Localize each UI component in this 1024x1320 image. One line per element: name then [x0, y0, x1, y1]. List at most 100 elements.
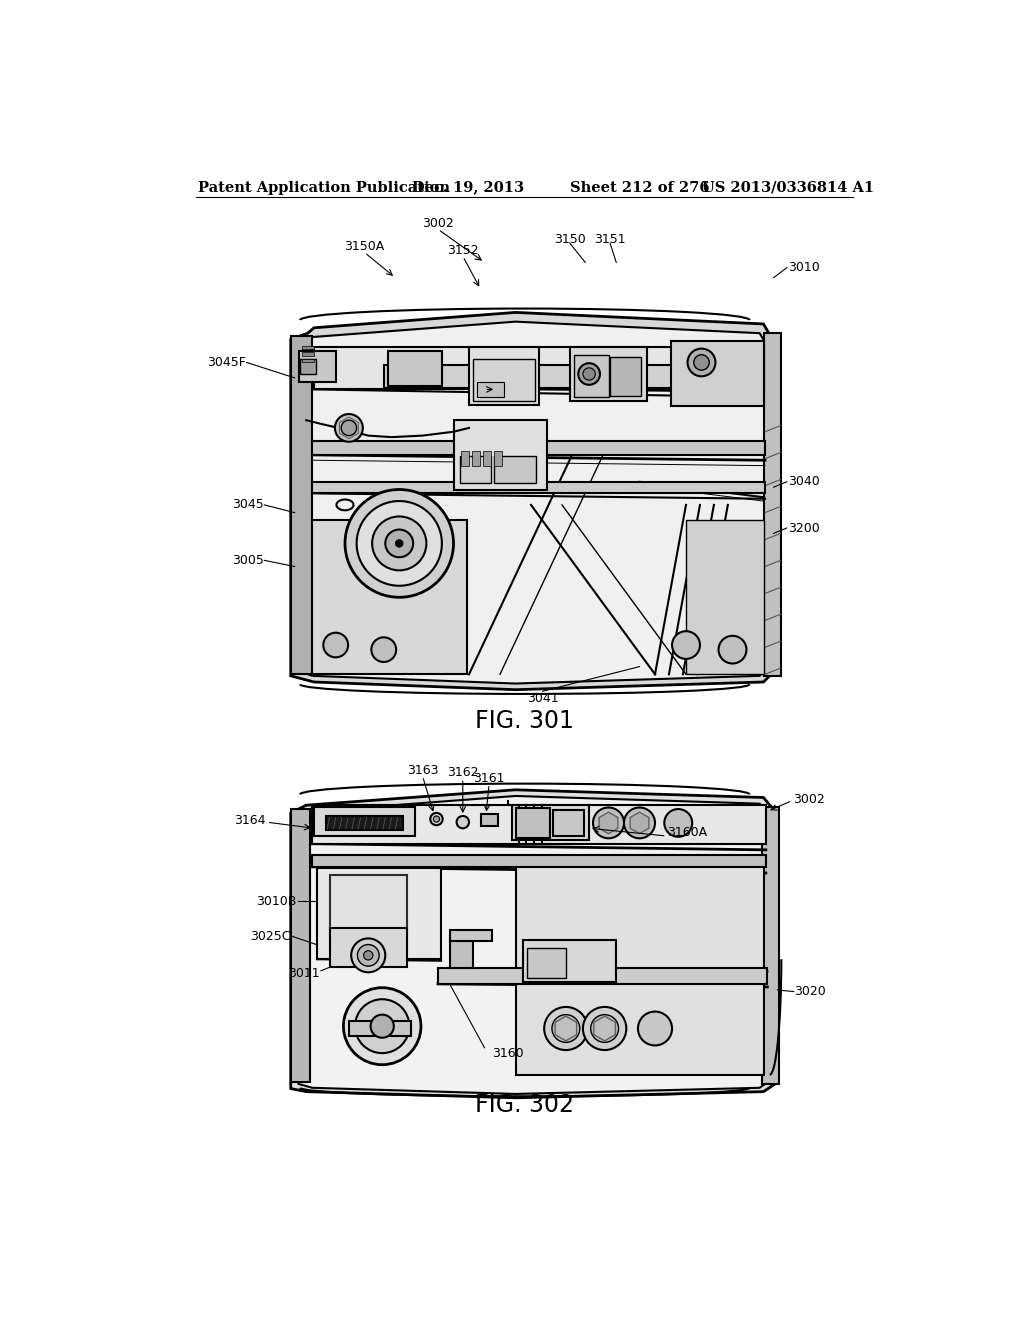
- Bar: [438, 969, 767, 983]
- Bar: [312, 482, 765, 494]
- Text: FIG. 301: FIG. 301: [475, 709, 574, 733]
- Text: 3151: 3151: [594, 232, 626, 246]
- Bar: [527, 948, 566, 978]
- Polygon shape: [291, 313, 779, 689]
- Bar: [384, 364, 693, 388]
- Polygon shape: [594, 1016, 615, 1040]
- Text: 3045F: 3045F: [207, 356, 246, 370]
- Bar: [312, 805, 766, 843]
- Bar: [326, 816, 403, 830]
- Circle shape: [583, 368, 595, 380]
- Bar: [523, 940, 616, 982]
- Bar: [686, 520, 764, 675]
- Circle shape: [372, 638, 396, 663]
- Polygon shape: [299, 796, 773, 1094]
- Text: 3164: 3164: [234, 814, 266, 828]
- Bar: [762, 807, 779, 1084]
- Bar: [302, 352, 314, 355]
- Text: 3150A: 3150A: [344, 240, 384, 253]
- Bar: [450, 929, 493, 941]
- Bar: [291, 809, 310, 1082]
- Circle shape: [583, 1007, 627, 1051]
- Circle shape: [324, 632, 348, 657]
- Bar: [349, 1020, 411, 1036]
- Text: 3163: 3163: [407, 764, 438, 777]
- Bar: [483, 451, 490, 466]
- Bar: [494, 457, 537, 483]
- Circle shape: [351, 939, 385, 973]
- Bar: [477, 381, 504, 397]
- Text: 3002: 3002: [793, 792, 824, 805]
- Bar: [515, 808, 550, 838]
- Text: 3160: 3160: [492, 1047, 523, 1060]
- Bar: [512, 805, 589, 840]
- Text: 3011: 3011: [289, 966, 321, 979]
- Bar: [569, 347, 647, 401]
- Bar: [461, 451, 469, 466]
- Circle shape: [395, 540, 403, 548]
- Circle shape: [719, 636, 746, 664]
- Circle shape: [693, 355, 710, 370]
- Polygon shape: [630, 812, 649, 834]
- Bar: [317, 869, 441, 960]
- Bar: [312, 441, 765, 455]
- Circle shape: [672, 631, 700, 659]
- Bar: [450, 941, 473, 969]
- Bar: [473, 359, 535, 401]
- Bar: [494, 451, 502, 466]
- Text: 3160A: 3160A: [667, 825, 707, 838]
- Text: 3010: 3010: [788, 261, 820, 275]
- Bar: [312, 855, 766, 867]
- Circle shape: [345, 490, 454, 597]
- Polygon shape: [291, 789, 777, 1098]
- Circle shape: [341, 420, 356, 436]
- Polygon shape: [599, 812, 617, 834]
- Circle shape: [371, 1015, 394, 1038]
- Bar: [312, 520, 467, 675]
- Text: Dec. 19, 2013: Dec. 19, 2013: [413, 181, 524, 194]
- Text: 3161: 3161: [473, 772, 505, 785]
- Circle shape: [457, 816, 469, 829]
- Bar: [573, 355, 608, 397]
- Bar: [314, 347, 764, 389]
- Text: FIG. 302: FIG. 302: [475, 1093, 574, 1118]
- Text: 3162: 3162: [447, 767, 478, 779]
- Polygon shape: [555, 1016, 577, 1040]
- Bar: [764, 333, 780, 676]
- Text: 3002: 3002: [422, 218, 454, 231]
- Bar: [472, 451, 480, 466]
- Bar: [302, 359, 314, 362]
- Bar: [480, 813, 498, 826]
- Text: 3150: 3150: [554, 232, 586, 246]
- Bar: [330, 928, 407, 966]
- Bar: [454, 420, 547, 490]
- Circle shape: [430, 813, 442, 825]
- Text: Patent Application Publication: Patent Application Publication: [198, 181, 450, 194]
- Bar: [300, 359, 315, 374]
- Circle shape: [544, 1007, 588, 1051]
- Bar: [299, 351, 336, 381]
- Polygon shape: [297, 322, 773, 684]
- Text: 3005: 3005: [231, 554, 263, 566]
- Bar: [302, 346, 314, 350]
- Circle shape: [433, 816, 439, 822]
- Circle shape: [364, 950, 373, 960]
- Text: US 2013/0336814 A1: US 2013/0336814 A1: [701, 181, 873, 194]
- Bar: [291, 335, 312, 675]
- Circle shape: [343, 987, 421, 1065]
- Circle shape: [356, 502, 442, 586]
- Circle shape: [579, 363, 600, 385]
- Text: 3045: 3045: [231, 499, 263, 511]
- Circle shape: [335, 414, 362, 442]
- Text: 3152: 3152: [447, 244, 478, 257]
- Circle shape: [385, 529, 414, 557]
- Text: 3025C: 3025C: [250, 929, 291, 942]
- Text: 3020: 3020: [795, 985, 826, 998]
- Bar: [314, 807, 415, 836]
- Text: 3200: 3200: [788, 521, 820, 535]
- Bar: [515, 859, 764, 1074]
- Text: 3040: 3040: [788, 475, 820, 488]
- Circle shape: [665, 809, 692, 837]
- Bar: [330, 874, 407, 936]
- Bar: [469, 347, 539, 405]
